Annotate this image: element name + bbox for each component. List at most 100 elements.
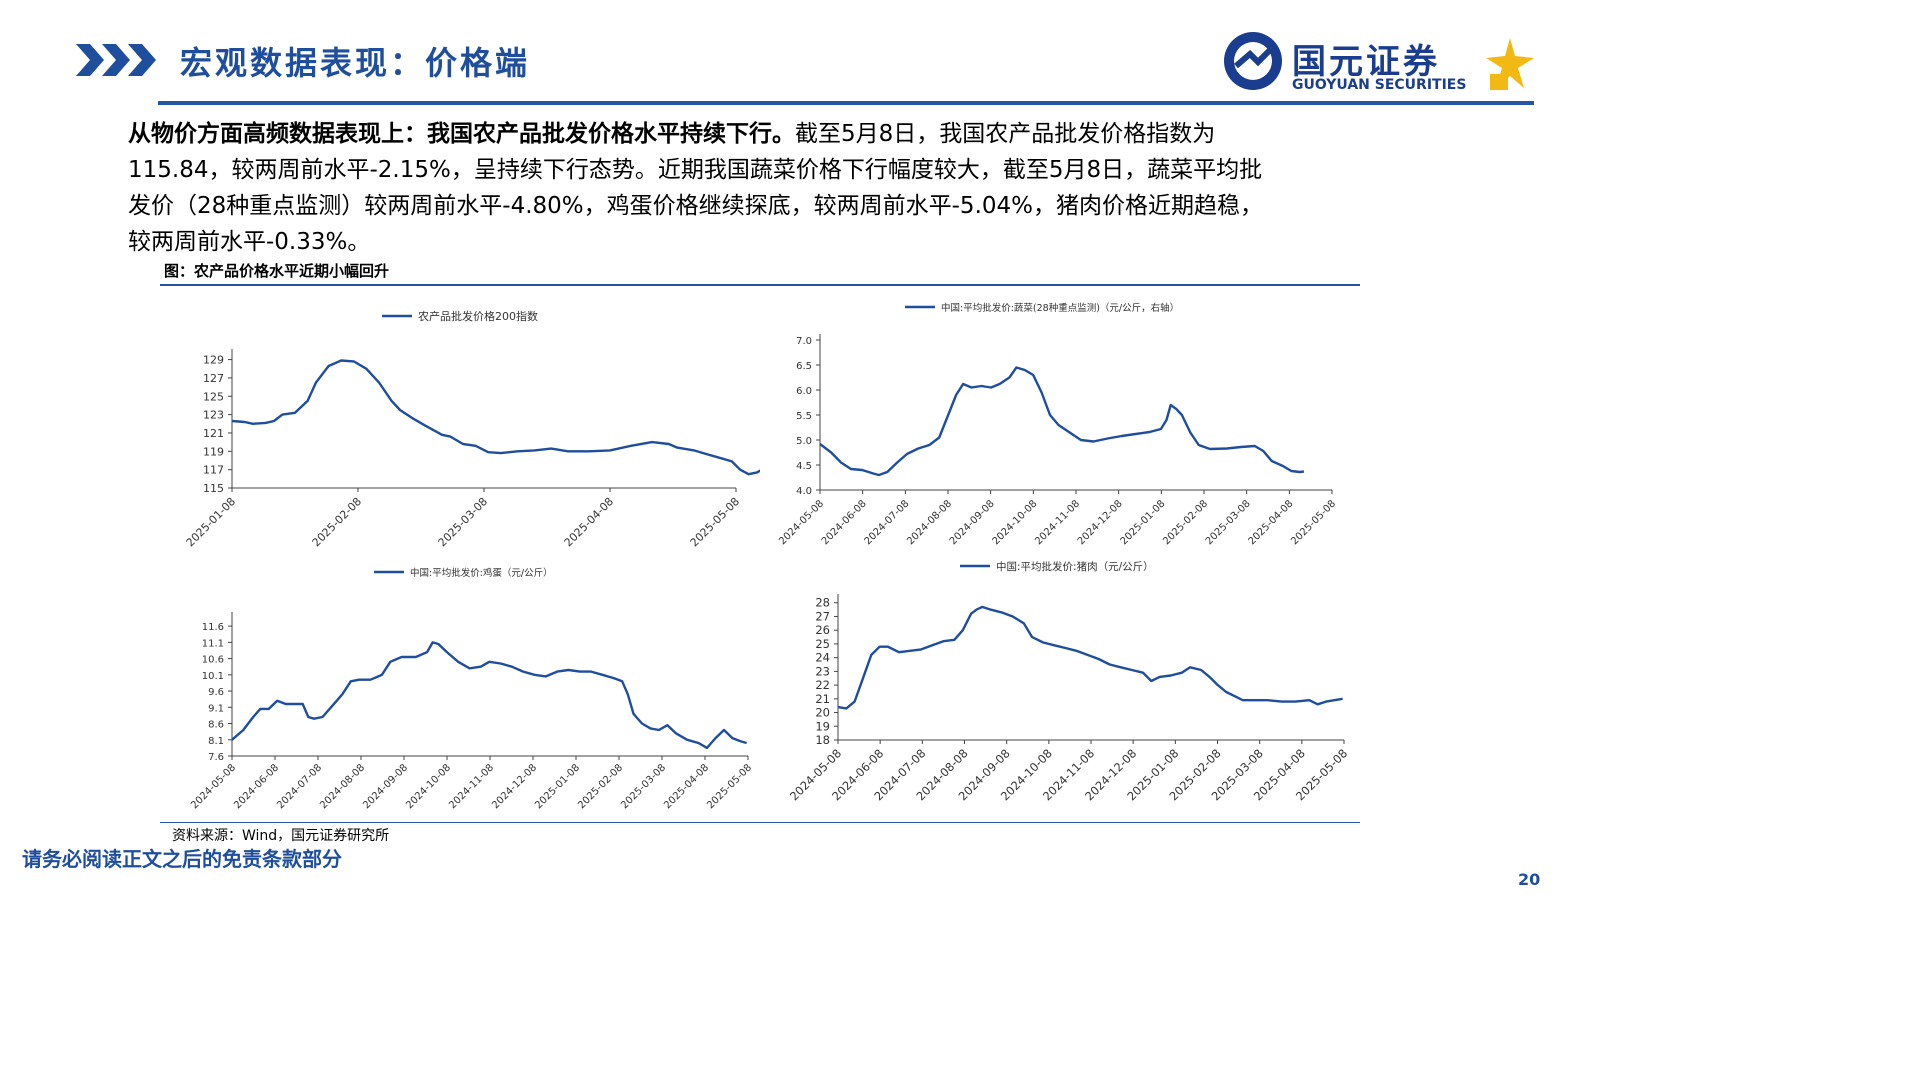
paragraph-line-2: 115.84，较两周前水平-2.15%，呈持续下行态势。近期我国蔬菜价格下行幅度… [128, 157, 1263, 183]
y-tick-label: 5.0 [796, 436, 812, 447]
header-divider [158, 101, 1534, 105]
chart-agri-price-index: 农产品批发价格200指数 115 117 119 121 123 125 127 129 2025… [184, 309, 760, 549]
y-tick-label: 119 [203, 445, 224, 458]
x-tick-label: 2024-12-08 [490, 762, 539, 811]
y-tick-label: 125 [203, 390, 224, 403]
series-line [837, 605, 1343, 710]
y-tick-label: 10.6 [202, 655, 224, 666]
chart-legend: 农产品批发价格200指数 [382, 309, 538, 323]
x-tick-label: 2025-04-08 [1247, 498, 1296, 547]
figure-divider [160, 284, 1360, 286]
chart-legend: 中国:平均批发价:猪肉（元/公斤） [960, 560, 1154, 573]
y-tick-label: 20 [815, 706, 830, 720]
x-tick-label: 2024-05-08 [777, 498, 826, 547]
summary-paragraph: 从物价方面高频数据表现上：我国农产品批发价格水平持续下行。截至5月8日，我国农产… [128, 116, 1538, 260]
y-tick-label: 21 [815, 692, 830, 706]
chart-pork-price: 中国:平均批发价:猪肉（元/公斤）18192021222324252627282… [787, 560, 1350, 803]
x-tick-label: 2024-11-08 [447, 762, 496, 811]
x-tick-label: 2024-11-08 [1033, 498, 1082, 547]
y-tick-label: 10.1 [202, 671, 224, 682]
x-tick-label: 2025-02-08 [310, 495, 364, 549]
x-tick-label: 2025-05-08 [688, 495, 742, 549]
series-line [231, 359, 760, 476]
y-tick-label: 25 [815, 637, 830, 651]
x-tick-label: 2024-10-08 [991, 498, 1040, 547]
chart-vegetable-price: 中国:平均批发价:蔬菜(28种重点监测)（元/公斤，右轴） 4.0 4.5 5.0 5.… [777, 302, 1338, 547]
y-tick-label: 8.6 [208, 720, 224, 731]
x-tick-label: 2024-12-08 [1076, 498, 1125, 547]
y-tick-label: 129 [203, 354, 224, 367]
x-tick-label: 2024-09-08 [361, 762, 410, 811]
y-tick-label: 26 [815, 623, 830, 637]
y-tick-label: 9.1 [208, 703, 224, 714]
chart-egg-price: 中国:平均批发价:鸡蛋（元/公斤） 7.6 8.1 8.6 9.1 9.6 10.1 10.6… [189, 567, 754, 811]
y-tick-label: 117 [203, 464, 224, 477]
x-tick-label: 2025-03-08 [619, 762, 668, 811]
paragraph-line-1-rest: 截至5月8日，我国农产品批发价格指数为 [795, 121, 1216, 147]
x-tick-label: 2025-03-08 [1204, 498, 1253, 547]
x-tick-label: 2025-04-08 [662, 762, 711, 811]
y-tick-label: 11.6 [202, 622, 224, 633]
x-tick-label: 2024-06-08 [232, 762, 281, 811]
x-tick-label: 2024-10-08 [404, 762, 453, 811]
star-logo-icon [1486, 38, 1534, 90]
logo-english-name: GUOYUAN SECURITIES [1292, 77, 1467, 93]
paragraph-line-1: 从物价方面高频数据表现上：我国农产品批发价格水平持续下行。截至5月8日，我国农产… [128, 116, 1538, 152]
y-tick-label: 24 [815, 651, 830, 665]
x-tick-label: 2024-08-08 [905, 498, 954, 547]
y-tick-label: 6.0 [796, 386, 812, 397]
legend-label: 中国:平均批发价:鸡蛋（元/公斤） [410, 567, 553, 579]
y-tick-label: 123 [203, 409, 224, 422]
y-tick-label: 18 [815, 733, 830, 747]
x-tick-label: 2025-01-08 [533, 762, 582, 811]
y-tick-label: 4.0 [796, 486, 812, 497]
paragraph-line-3: 发价（28种重点监测）较两周前水平-4.80%，鸡蛋价格继续探底，较两周前水平-… [128, 193, 1263, 219]
logo-chinese-name: 国元证券 [1292, 42, 1440, 82]
x-tick-label: 2024-08-08 [318, 762, 367, 811]
legend-label: 中国:平均批发价:蔬菜(28种重点监测)（元/公斤，右轴） [941, 302, 1179, 314]
series-line [819, 366, 1305, 477]
y-tick-label: 7.0 [796, 336, 812, 347]
y-tick-label: 115 [203, 482, 224, 495]
disclaimer-footer: 请务必阅读正文之后的免责条款部分 [22, 847, 342, 871]
y-tick-label: 7.6 [208, 752, 224, 763]
y-tick-label: 28 [815, 596, 830, 610]
legend-label: 中国:平均批发价:猪肉（元/公斤） [996, 560, 1154, 573]
y-tick-label: 11.1 [202, 638, 224, 649]
x-tick-label: 2024-05-08 [189, 762, 238, 811]
x-tick-label: 2024-07-08 [863, 498, 912, 547]
x-tick-label: 2025-03-08 [436, 495, 490, 549]
paragraph-bold-lead: 从物价方面高频数据表现上：我国农产品批发价格水平持续下行。 [128, 121, 795, 147]
y-tick-label: 19 [815, 719, 830, 733]
x-tick-label: 2025-05-08 [705, 762, 754, 811]
y-tick-label: 27 [815, 609, 830, 623]
y-tick-label: 22 [815, 678, 830, 692]
series-line [231, 641, 747, 750]
y-tick-label: 23 [815, 664, 830, 678]
x-tick-label: 2025-01-08 [184, 495, 238, 549]
x-tick-label: 2024-09-08 [948, 498, 997, 547]
figure-title: 图：农产品价格水平近期小幅回升 [164, 262, 390, 280]
x-tick-label: 2025-05-08 [1289, 498, 1338, 547]
x-tick-label: 2024-07-08 [275, 762, 324, 811]
y-tick-label: 9.6 [208, 687, 224, 698]
page-number: 20 [1518, 870, 1541, 889]
y-tick-label: 8.1 [208, 736, 224, 747]
x-tick-label: 2024-06-08 [820, 498, 869, 547]
chevrons-icon [76, 44, 156, 76]
legend-label: 农产品批发价格200指数 [418, 309, 538, 323]
y-tick-label: 5.5 [796, 411, 812, 422]
y-tick-label: 6.5 [796, 361, 812, 372]
x-tick-label: 2025-01-08 [1119, 498, 1168, 547]
page-title: 宏观数据表现：价格端 [180, 44, 531, 82]
y-tick-label: 121 [203, 427, 224, 440]
paragraph-line-4: 较两周前水平-0.33%。 [128, 229, 371, 255]
x-tick-label: 2025-02-08 [1161, 498, 1210, 547]
y-tick-label: 4.5 [796, 461, 812, 472]
x-tick-label: 2025-04-08 [562, 495, 616, 549]
chart-legend: 中国:平均批发价:蔬菜(28种重点监测)（元/公斤，右轴） [905, 302, 1179, 314]
source-note: 资料来源：Wind，国元证券研究所 [172, 828, 390, 844]
chart-legend: 中国:平均批发价:鸡蛋（元/公斤） [374, 567, 553, 579]
x-tick-label: 2025-02-08 [576, 762, 625, 811]
y-tick-label: 127 [203, 372, 224, 385]
